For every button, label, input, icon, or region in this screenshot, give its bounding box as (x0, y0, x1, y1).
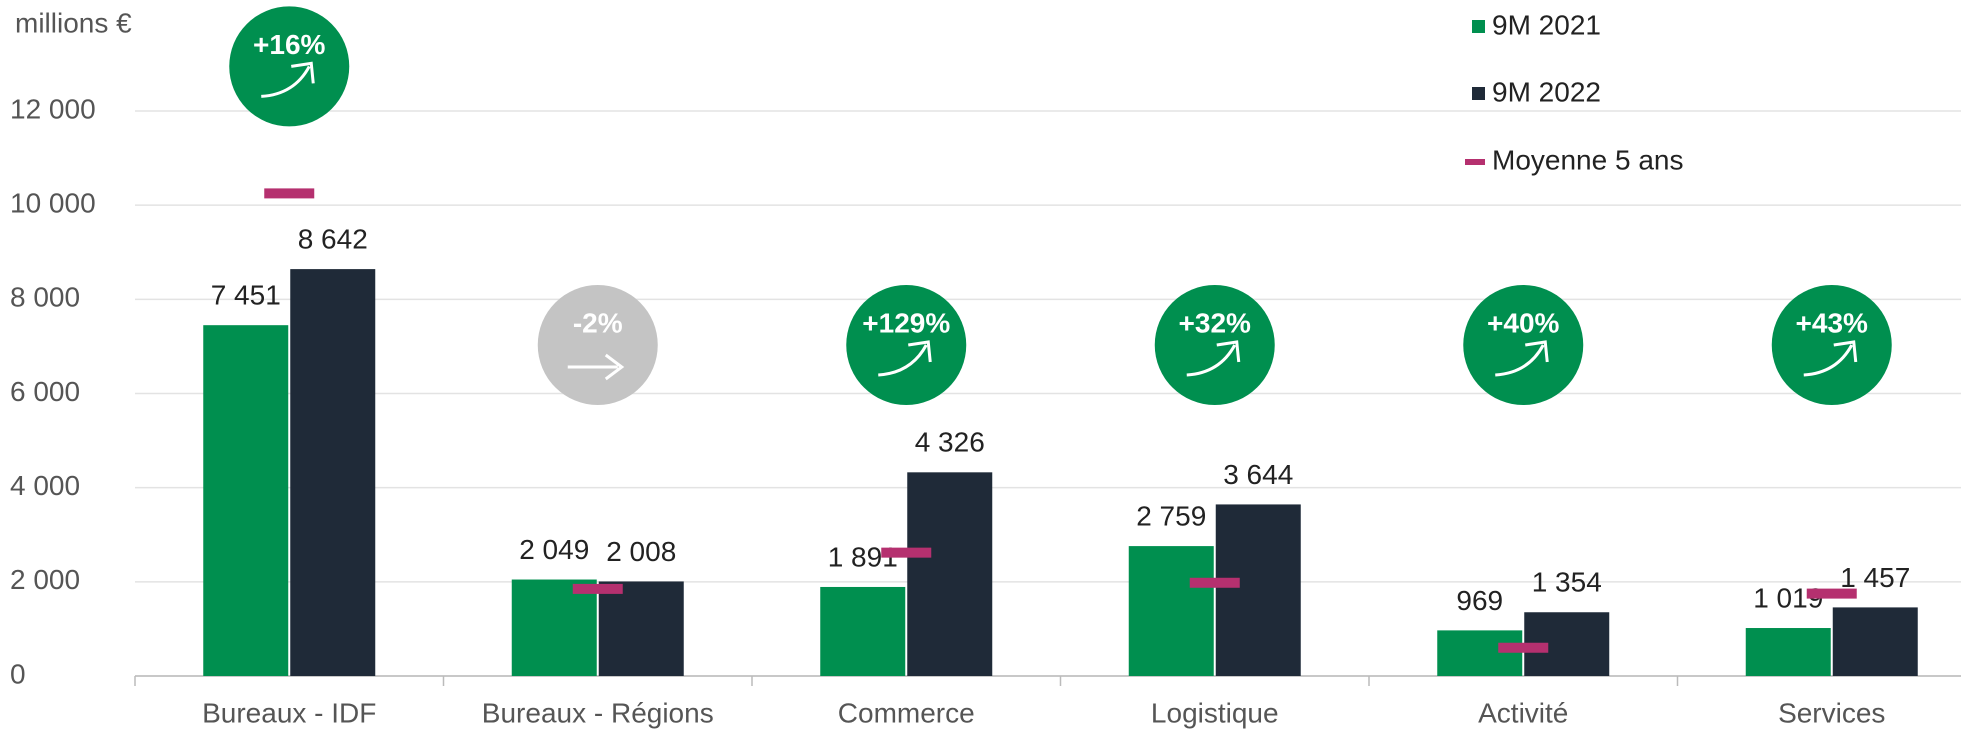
badge-arrow (1186, 340, 1241, 377)
bar (203, 325, 289, 676)
x-tick-label: Commerce (838, 697, 975, 728)
average-marker (1806, 588, 1857, 599)
change-badge: +129% (846, 285, 967, 405)
change-badge: +32% (1154, 285, 1275, 405)
badge-text: +16% (253, 29, 325, 60)
bar (1832, 607, 1918, 676)
legend-swatch (1472, 20, 1485, 33)
y-tick-label: 0 (10, 658, 26, 689)
badge-circle (1463, 285, 1584, 405)
average-marker (1498, 642, 1549, 653)
bar (1745, 628, 1831, 676)
y-tick-label: 10 000 (10, 188, 96, 219)
legend-label: 9M 2022 (1492, 76, 1601, 107)
bar (1128, 546, 1214, 676)
bar (820, 586, 906, 676)
badge-arrow (567, 353, 625, 381)
x-tick-label: Bureaux - Régions (482, 697, 714, 728)
legend-swatch (1465, 159, 1485, 165)
badge-circle (1154, 285, 1275, 405)
average-marker (264, 188, 315, 199)
legend-swatch (1472, 87, 1485, 100)
bar (1437, 630, 1523, 676)
badge-arrow (878, 340, 932, 377)
badge-arrow (261, 61, 315, 98)
change-badge: +16% (229, 6, 350, 127)
y-tick-label: 8 000 (10, 282, 80, 313)
y-tick-label: 12 000 (10, 93, 96, 124)
legend-label: Moyenne 5 ans (1492, 144, 1683, 175)
y-tick-label: 2 000 (10, 564, 80, 595)
y-tick-label: 6 000 (10, 376, 80, 407)
average-marker (881, 547, 932, 558)
value-label: 4 326 (915, 427, 985, 458)
bar (511, 579, 597, 676)
y-tick-label: 4 000 (10, 470, 80, 501)
x-tick-label: Services (1778, 697, 1885, 728)
value-label: 3 644 (1223, 459, 1293, 490)
change-badge: +40% (1463, 285, 1584, 405)
value-label: 2 049 (519, 534, 589, 565)
x-tick-label: Logistique (1151, 697, 1279, 728)
badge-arrow (1803, 340, 1858, 377)
value-label: 2 759 (1136, 500, 1206, 531)
badge-circle (846, 285, 967, 405)
badge-circle (229, 6, 350, 127)
average-marker (572, 583, 623, 594)
badge-circle (1771, 285, 1892, 405)
badge-circle (537, 285, 658, 405)
change-badge: -2% (537, 285, 658, 405)
change-badge: +43% (1771, 285, 1892, 405)
legend-label: 9M 2021 (1492, 9, 1601, 40)
bar (290, 269, 376, 676)
badge-text: +43% (1796, 307, 1868, 338)
value-label: 1 354 (1532, 567, 1602, 598)
bar (907, 472, 993, 676)
badge-arrow (1495, 340, 1549, 377)
badge-text: +32% (1179, 307, 1251, 338)
average-marker (1189, 577, 1240, 588)
value-label: 969 (1456, 585, 1503, 616)
value-label: 8 642 (298, 223, 368, 254)
value-label: 2 008 (606, 536, 676, 567)
bar (1215, 504, 1301, 676)
badge-text: +40% (1487, 307, 1559, 338)
unit-label: millions € (15, 7, 132, 38)
badge-text: -2% (573, 307, 623, 338)
value-label: 1 457 (1840, 562, 1910, 593)
value-label: 7 451 (211, 280, 281, 311)
badge-text: +129% (862, 307, 950, 338)
bar (598, 581, 684, 676)
x-tick-label: Activité (1478, 697, 1568, 728)
x-tick-label: Bureaux - IDF (202, 697, 376, 728)
